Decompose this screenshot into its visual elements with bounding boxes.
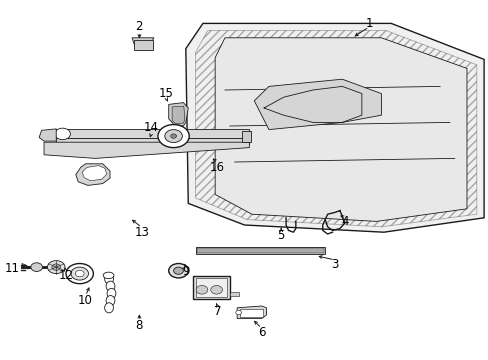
Text: 7: 7 [213, 305, 221, 318]
Polygon shape [237, 306, 266, 319]
Text: 3: 3 [330, 258, 338, 271]
Circle shape [66, 264, 93, 284]
Bar [242, 131, 250, 142]
Ellipse shape [106, 296, 115, 306]
Circle shape [31, 263, 42, 271]
Text: 5: 5 [277, 229, 285, 242]
Text: 14: 14 [144, 121, 159, 134]
Text: 13: 13 [134, 226, 149, 239]
Polygon shape [168, 103, 188, 126]
Ellipse shape [104, 303, 113, 313]
Circle shape [71, 267, 88, 280]
Text: 2: 2 [135, 21, 143, 33]
Polygon shape [82, 166, 106, 181]
Circle shape [52, 264, 61, 270]
Ellipse shape [107, 288, 116, 298]
Ellipse shape [106, 281, 115, 291]
Polygon shape [39, 129, 56, 141]
Bar [134, 40, 153, 50]
Circle shape [47, 261, 65, 274]
Text: 1: 1 [365, 17, 372, 30]
Polygon shape [185, 23, 483, 232]
Circle shape [168, 264, 188, 278]
Circle shape [164, 130, 182, 143]
Circle shape [210, 285, 222, 294]
Bar [193, 276, 229, 299]
Text: 8: 8 [135, 319, 143, 332]
Text: 10: 10 [78, 294, 93, 307]
Bar [239, 309, 263, 317]
Polygon shape [76, 164, 110, 185]
Bar [56, 138, 249, 144]
Ellipse shape [104, 274, 113, 284]
Circle shape [170, 134, 176, 138]
Ellipse shape [103, 272, 114, 279]
Circle shape [158, 125, 189, 148]
Text: 4: 4 [340, 215, 348, 228]
Circle shape [55, 128, 70, 140]
Polygon shape [215, 38, 466, 221]
Bar [196, 248, 324, 253]
Polygon shape [254, 79, 381, 130]
Text: 11: 11 [5, 262, 20, 275]
Polygon shape [132, 38, 154, 47]
Circle shape [173, 267, 183, 274]
Bar [229, 292, 238, 296]
Bar [195, 278, 227, 297]
Text: 15: 15 [159, 87, 173, 100]
Bar [56, 129, 249, 138]
Polygon shape [172, 106, 184, 124]
Bar [195, 247, 325, 254]
Circle shape [196, 285, 207, 294]
Text: 9: 9 [182, 265, 189, 278]
Text: 6: 6 [257, 327, 265, 339]
Text: 16: 16 [210, 161, 224, 174]
Text: 12: 12 [59, 269, 73, 282]
Polygon shape [44, 142, 249, 158]
Circle shape [75, 270, 84, 277]
Circle shape [235, 310, 241, 315]
